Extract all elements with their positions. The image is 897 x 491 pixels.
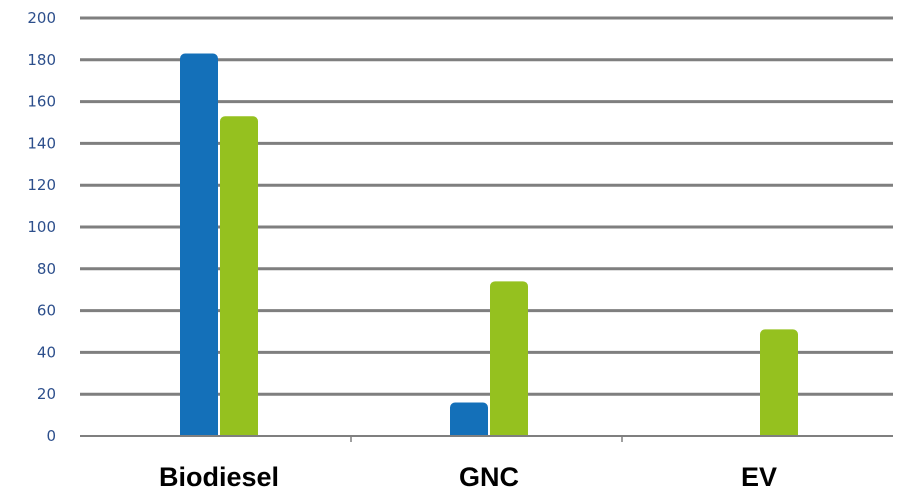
bar-biodiesel-series-1 — [180, 53, 218, 436]
bar-base — [180, 430, 218, 436]
y-axis-ticks: 0 20 40 60 80 100 120 140 160 180 200 — [27, 9, 56, 445]
x-axis-ticks: Biodiesel GNC EV — [159, 462, 777, 491]
bar-gnc-series-1 — [450, 402, 488, 436]
y-tick-label: 40 — [37, 343, 56, 361]
y-tick-label: 0 — [46, 427, 56, 445]
x-axis — [80, 435, 893, 442]
x-tick-label: EV — [741, 462, 777, 491]
bar-base — [450, 430, 488, 436]
y-tick-label: 20 — [37, 385, 56, 403]
x-tick-label: Biodiesel — [159, 462, 279, 491]
x-tick-label: GNC — [459, 462, 519, 491]
y-tick-label: 140 — [27, 134, 56, 152]
y-tick-label: 160 — [27, 93, 56, 111]
y-tick-label: 100 — [27, 218, 56, 236]
bars — [180, 53, 798, 436]
bar-ev-series-2 — [760, 329, 798, 436]
y-tick-label: 120 — [27, 176, 56, 194]
y-tick-label: 60 — [37, 302, 56, 320]
y-tick-label: 80 — [37, 260, 56, 278]
y-tick-label: 180 — [27, 51, 56, 69]
bar-gnc-series-2 — [490, 281, 528, 436]
bar-biodiesel-series-2 — [220, 116, 258, 436]
bar-base — [760, 430, 798, 436]
bar-base — [490, 430, 528, 436]
y-tick-label: 200 — [27, 9, 56, 27]
bar-base — [220, 430, 258, 436]
